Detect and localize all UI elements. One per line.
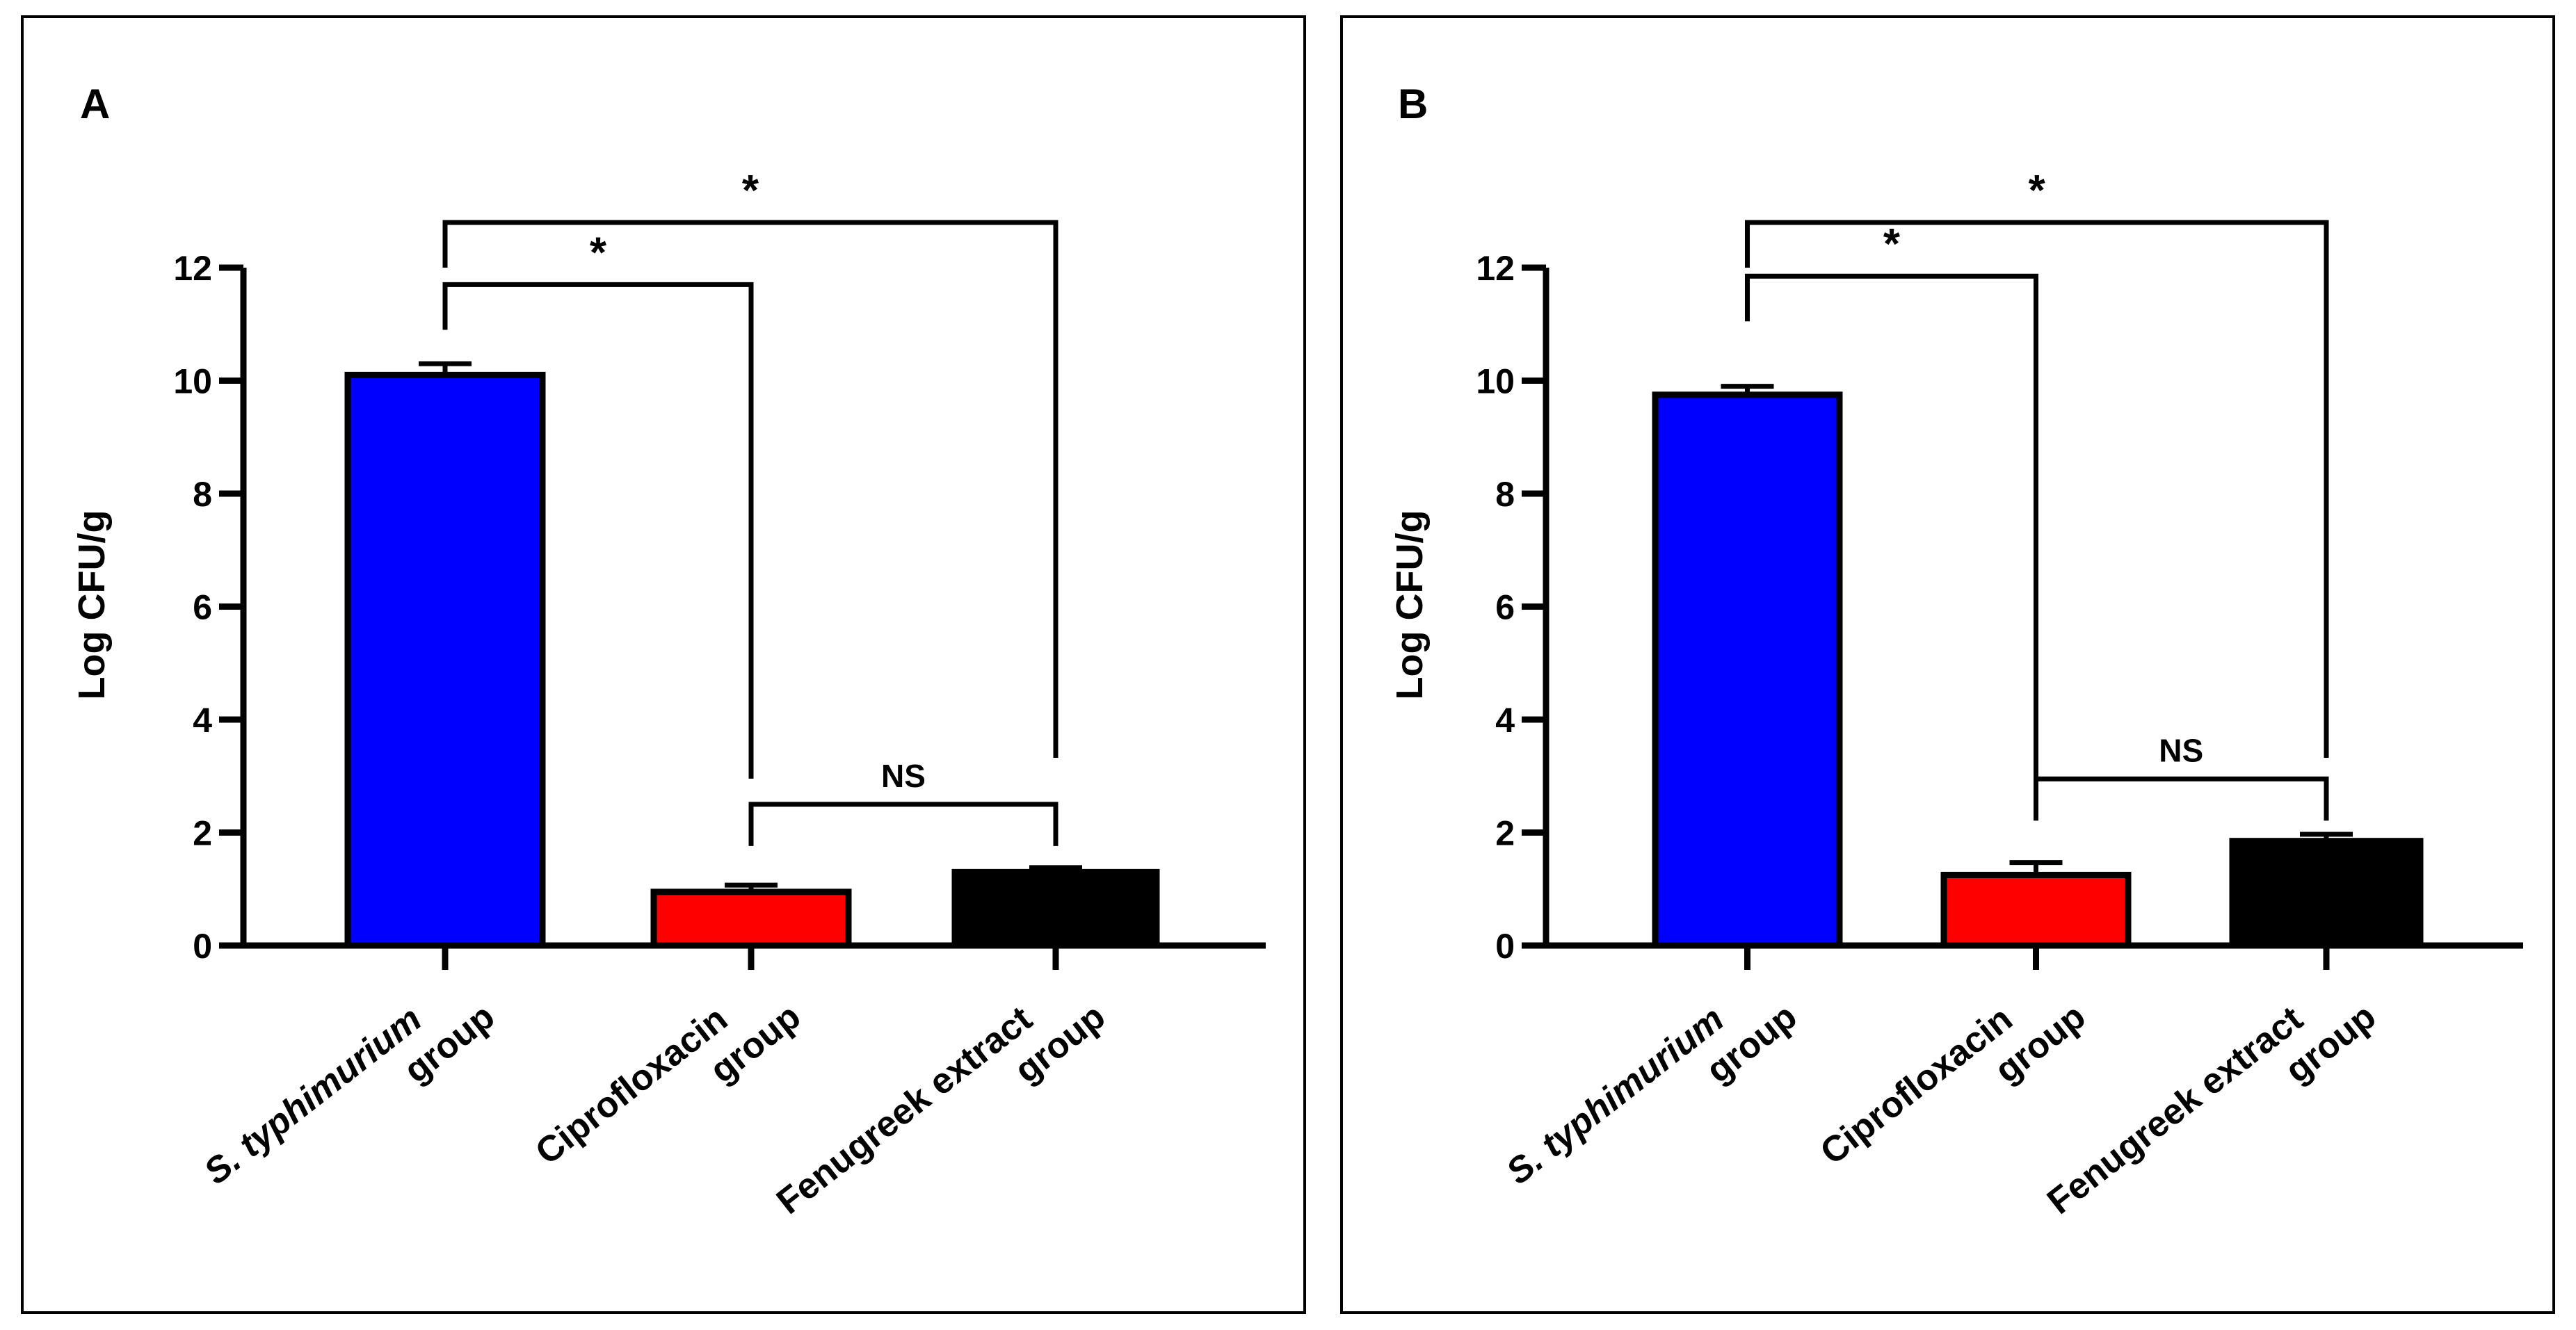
y-axis-label: Log CFU/g [71,510,113,700]
x-tick-label: Ciprofloxacingroup [528,962,808,1206]
chart-b: B Log CFU/g 0 2 4 6 8 10 12 S. typhimuriumgroup Ci… [1389,81,2523,1256]
significance-bracket [1745,220,2329,758]
significance-bracket [2034,776,2329,821]
y-tick-label: 4 [1495,701,1515,740]
y-tick-label: 10 [173,362,212,401]
y-tick-label: 10 [1476,362,1515,401]
y-axis-label: Log CFU/g [1389,510,1431,700]
significance-bracket [442,220,1058,758]
significance-bracket [442,282,754,779]
bar [951,868,1160,949]
y-tick-label: 0 [1495,927,1515,966]
bar [2229,838,2424,949]
y-tick-label: 0 [193,927,212,966]
bar [650,889,852,949]
x-tick-label: Ciprofloxacingroup [1813,962,2093,1206]
panel-a [21,15,1306,1314]
bar [1652,391,1843,949]
significance-bracket [748,802,1058,846]
y-tick-label: 6 [193,588,212,627]
y-tick-label: 8 [193,475,212,514]
significance-label: * [1883,220,1901,268]
x-tick-label: S. typhimuriumgroup [197,962,502,1226]
y-tick-label: 6 [1495,588,1515,627]
panel-b [1340,15,2555,1314]
y-tick-label: 12 [173,249,212,288]
y-tick-label: 4 [193,701,212,740]
bar [344,371,546,949]
x-tick-label: S. typhimuriumgroup [1499,962,1804,1226]
significance-label: * [2029,167,2046,215]
significance-label: NS [2159,732,2203,768]
chart-a: A Log CFU/g 0 2 4 6 8 10 12 S. typhimuriumgroup Ci… [71,81,1266,1256]
y-tick-label: 8 [1495,475,1515,514]
panel-letter: B [1398,81,1428,127]
x-tick-label: Fenugreek extractgroup [2040,962,2383,1256]
significance-label: * [742,167,759,215]
x-tick-label: Fenugreek extractgroup [769,962,1113,1256]
significance-label: * [590,229,607,277]
significance-bracket [1745,273,2038,779]
significance-label: NS [881,758,926,794]
panel-letter: A [80,81,110,127]
y-tick-label: 12 [1476,249,1515,288]
y-tick-label: 2 [193,814,212,853]
bar [1940,871,2132,949]
y-tick-label: 2 [1495,814,1515,853]
